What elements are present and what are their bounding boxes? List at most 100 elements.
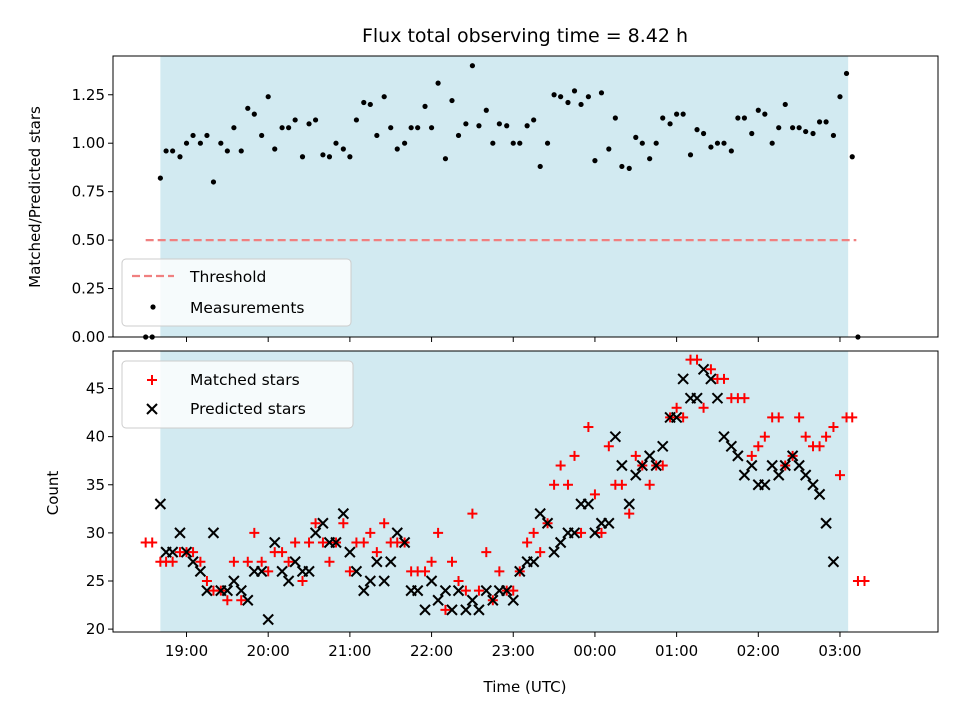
x-b	[779, 459, 791, 472]
x-b	[289, 556, 301, 568]
measurement-point	[449, 97, 455, 104]
measurement-point	[849, 154, 855, 160]
predicted-star-point	[330, 536, 342, 549]
x-b	[187, 556, 199, 568]
measurement-point	[374, 132, 380, 139]
top-legend: Threshold Measurements	[121, 258, 352, 327]
matched-star-point	[147, 537, 158, 548]
measurement-point	[796, 125, 802, 131]
x-b	[786, 450, 799, 462]
bottom-y-tick-label: 25	[86, 572, 105, 590]
matched-star-point	[433, 527, 444, 538]
measurement-point	[694, 127, 700, 133]
matched-star-point	[746, 450, 757, 461]
predicted-star-point	[514, 565, 526, 578]
predicted-star-point	[350, 565, 363, 578]
predicted-star-point	[187, 556, 199, 568]
measurement-point	[422, 103, 428, 109]
predicted-star-point	[282, 575, 295, 587]
measurement-point	[544, 140, 551, 146]
predicted-star-point	[759, 479, 771, 491]
x-b	[820, 517, 832, 529]
matched-star-point	[420, 566, 431, 577]
predicted-star-point	[201, 584, 213, 597]
matched-star-point	[379, 518, 390, 529]
predicted-star-point	[650, 459, 662, 472]
measurement-point	[381, 94, 387, 100]
predicted-star-point	[582, 498, 595, 510]
predicted-star-point	[603, 517, 615, 529]
measurement-point	[340, 146, 346, 152]
top-legend-box	[121, 258, 352, 327]
bottom-axes-frame	[112, 350, 939, 633]
measurement-point	[667, 121, 673, 127]
x-tick-label: 01:00	[655, 642, 698, 660]
predicted-star-point	[269, 536, 281, 549]
measurement-point	[606, 146, 612, 152]
bottom-legend: Matched stars Predicted stars	[121, 360, 354, 429]
x-b	[759, 479, 771, 491]
matched-star-point	[453, 575, 464, 586]
predicted-star-point	[732, 450, 744, 462]
x-b	[276, 565, 288, 578]
measurement-point	[455, 132, 462, 139]
top-axes-frame	[112, 55, 939, 338]
measurement-point	[755, 107, 761, 113]
predicted-star-point	[166, 546, 179, 558]
matched-star-point	[759, 431, 770, 442]
x-b	[718, 430, 730, 443]
measurement-point	[476, 123, 482, 129]
predicted-star-point	[746, 459, 758, 472]
x-b	[317, 517, 329, 529]
x-b	[166, 546, 179, 558]
predicted-star-point	[501, 584, 513, 597]
measurement-point	[312, 117, 319, 123]
x-b	[670, 411, 683, 424]
top-panel: 0.00 0.25 0.50 0.75 1.00 1.25 Threshold Measure…	[72, 55, 939, 346]
x-b	[732, 450, 744, 462]
predicted-star-point	[221, 584, 234, 597]
predicted-star-point	[691, 392, 703, 404]
measurement-point	[782, 101, 788, 108]
measurement-point	[769, 140, 775, 146]
predicted-star-point	[452, 584, 465, 597]
x-b	[582, 498, 595, 510]
x-tick-label: 20:00	[247, 642, 290, 660]
predicted-star-point	[718, 430, 730, 443]
predicted-star-point	[432, 594, 444, 606]
matched-star-point	[460, 585, 471, 596]
measurement-point	[524, 123, 530, 129]
predicted-star-point	[439, 584, 452, 597]
matched-star-point	[344, 566, 355, 577]
x-b	[589, 527, 601, 539]
x-b	[391, 527, 403, 539]
matched-star-point	[358, 537, 369, 548]
matched-star-point	[494, 566, 505, 577]
measurement-point	[183, 140, 190, 146]
matched-star-point	[692, 354, 703, 365]
predicted-star-point	[337, 507, 350, 520]
matched-star-point	[242, 556, 253, 567]
x-b	[303, 565, 315, 578]
matched-star-point	[201, 575, 212, 586]
measurement-point	[653, 140, 659, 146]
matched-star-point	[467, 508, 478, 519]
predicted-star-point	[799, 469, 812, 481]
measurement-point	[320, 152, 326, 158]
measurement-point	[776, 125, 782, 131]
x-b	[705, 373, 717, 385]
bottom-y-tick-label: 40	[86, 428, 105, 446]
measurement-point	[810, 130, 816, 137]
x-b	[411, 584, 424, 597]
x-tick-label: 23:00	[492, 642, 535, 660]
measurement-point	[163, 148, 169, 154]
top-y-tick-label: 0.75	[72, 183, 105, 201]
matched-star-point	[800, 431, 811, 442]
x-b	[201, 584, 213, 597]
matched-star-point	[297, 575, 308, 586]
top-y-axis-label: Matched/Predicted stars	[26, 106, 44, 288]
measurement-point	[388, 125, 394, 131]
x-b	[228, 575, 240, 587]
x-b	[568, 527, 581, 539]
x-b	[487, 594, 499, 606]
